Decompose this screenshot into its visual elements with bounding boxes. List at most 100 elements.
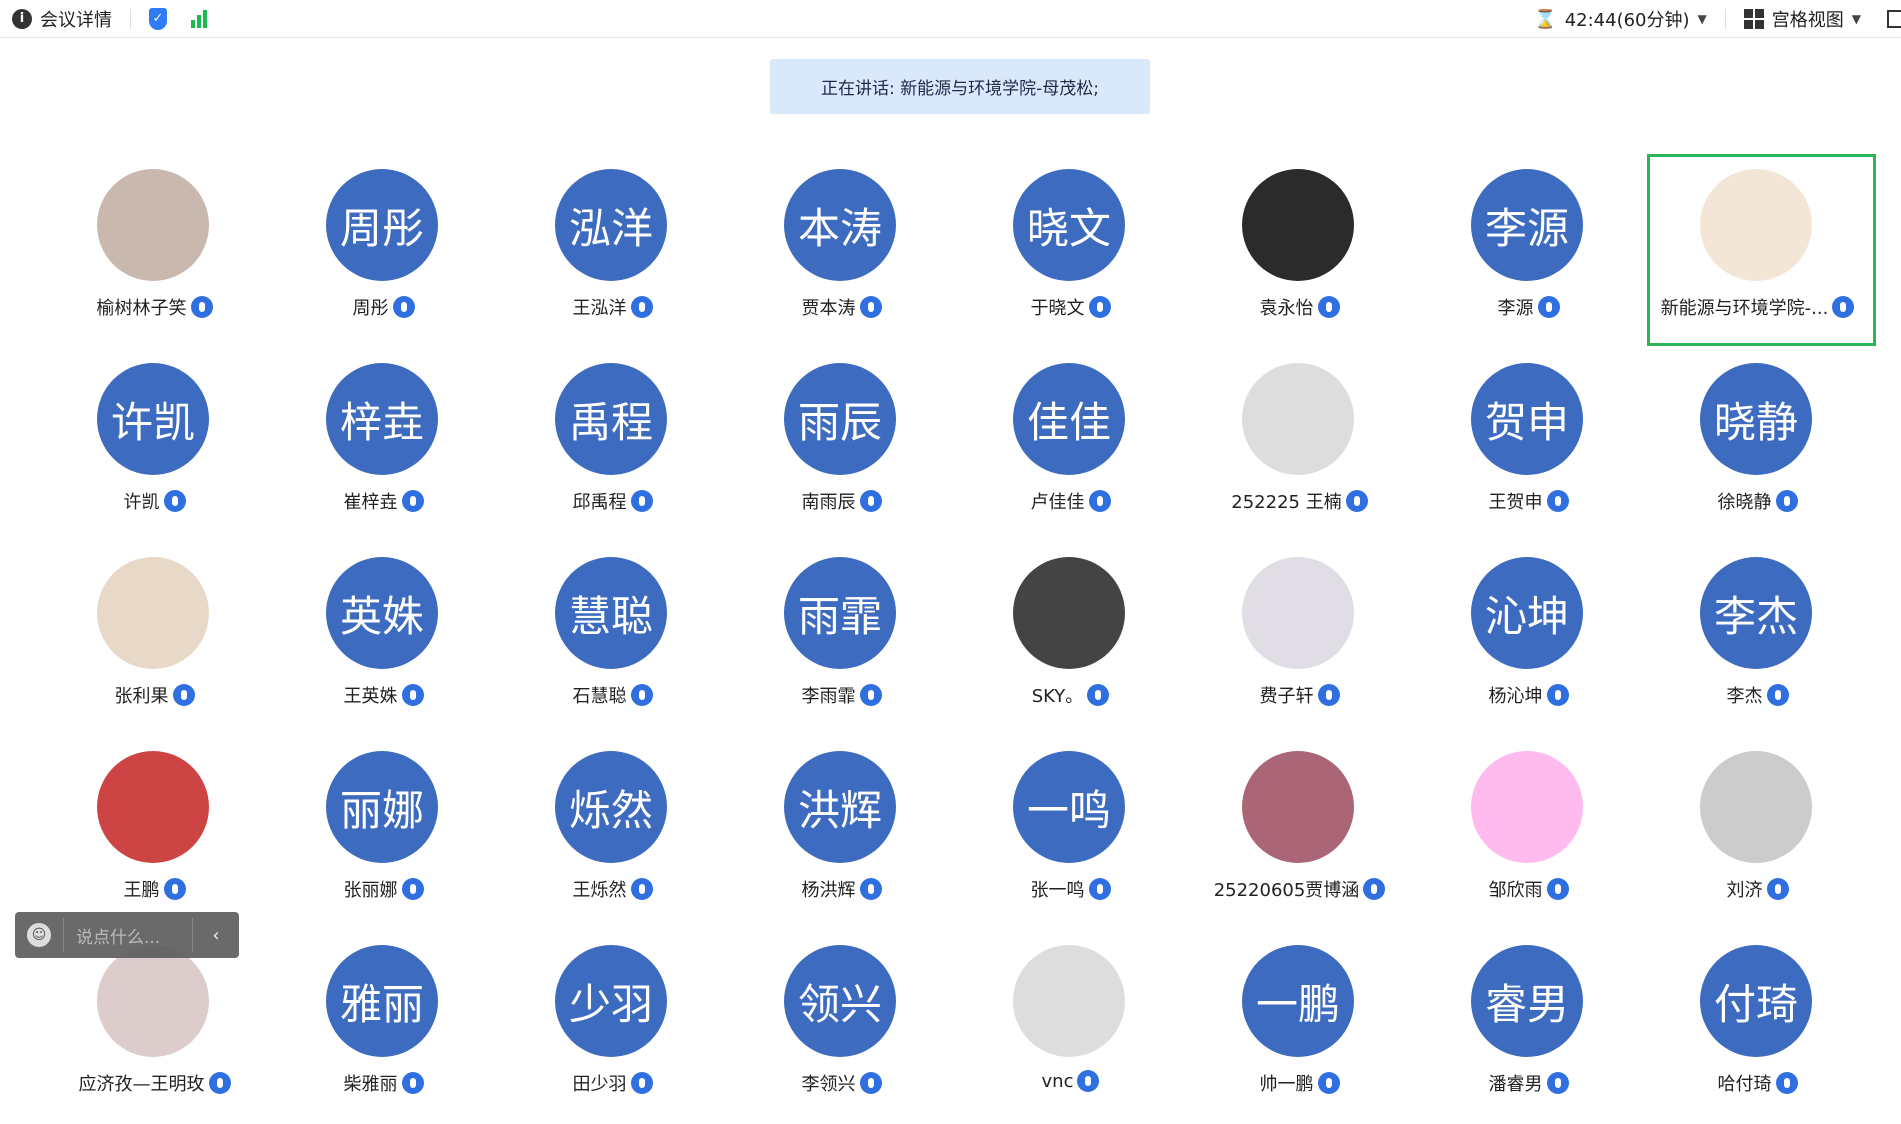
participant-tile[interactable]: 费子轩 (1185, 542, 1414, 736)
participant-tile[interactable]: 洪辉 杨洪辉 (727, 736, 956, 930)
participant-name: 李源 (1414, 294, 1643, 320)
participant-name: 王贺申 (1414, 488, 1643, 514)
participant-name: 邱禹程 (498, 488, 727, 514)
avatar (1700, 169, 1812, 281)
chevron-down-icon[interactable]: ▼ (1851, 12, 1861, 26)
participant-name-text: 邱禹程 (572, 492, 627, 513)
participant-name-text: 贾本涛 (801, 298, 856, 319)
participant-tile[interactable]: 王鹏 (40, 736, 269, 930)
participant-tile[interactable]: 梓垚 崔梓垚 (269, 348, 498, 542)
participant-tile[interactable]: 慧聪 石慧聪 (498, 542, 727, 736)
participant-tile[interactable]: 领兴 李领兴 (727, 930, 956, 1124)
participant-tile[interactable]: 榆树林子笑 (40, 154, 269, 348)
participant-tile[interactable]: 一鹏 帅一鹏 (1185, 930, 1414, 1124)
participant-tile[interactable]: 晓静 徐晓静 (1643, 348, 1872, 542)
participant-name: 崔梓垚 (269, 488, 498, 514)
participant-name-text: 于晓文 (1030, 298, 1085, 319)
participant-name: 榆树林子笑 (40, 294, 269, 320)
participant-tile[interactable]: 周彤 周彤 (269, 154, 498, 348)
participant-tile[interactable]: 睿男 潘睿男 (1414, 930, 1643, 1124)
shield-icon[interactable]: ✓ (149, 7, 167, 30)
participant-name: 王泓洋 (498, 294, 727, 320)
participant-name: 周彤 (269, 294, 498, 320)
chat-input[interactable]: 说点什么... (76, 927, 161, 948)
participant-tile[interactable]: 许凯 许凯 (40, 348, 269, 542)
participant-tile[interactable]: 本涛 贾本涛 (727, 154, 956, 348)
avatar (97, 751, 209, 863)
participant-tile[interactable]: 英姝 王英姝 (269, 542, 498, 736)
chevron-down-icon[interactable]: ▼ (1697, 12, 1707, 26)
participant-tile[interactable]: 烁然 王烁然 (498, 736, 727, 930)
participant-tile[interactable]: 付琦 哈付琦 (1643, 930, 1872, 1124)
avatar: 睿男 (1471, 945, 1583, 1057)
avatar: 沁坤 (1471, 557, 1583, 669)
emoji-icon[interactable]: ☺ (27, 923, 51, 947)
participant-name: 应济孜—王明玫 (40, 1070, 269, 1096)
participant-tile[interactable]: 李杰 李杰 (1643, 542, 1872, 736)
microphone-icon (1546, 684, 1569, 706)
participant-name-text: 南雨辰 (801, 492, 856, 513)
participant-name: 徐晓静 (1643, 488, 1872, 514)
participant-name-text: 李雨霏 (801, 686, 856, 707)
participant-tile[interactable]: 25220605贾博涵 (1185, 736, 1414, 930)
microphone-icon (630, 878, 653, 900)
participant-tile[interactable]: 少羽 田少羽 (498, 930, 727, 1124)
participant-tile[interactable]: 沁坤杨沁坤 (1414, 542, 1643, 736)
avatar (1242, 557, 1354, 669)
signal-icon[interactable] (191, 9, 207, 28)
participant-tile[interactable]: 袁永怡 (1185, 154, 1414, 348)
microphone-icon (859, 490, 882, 512)
chat-input-bar[interactable]: ☺ 说点什么... ‹ (15, 912, 239, 958)
participant-name: vnc (956, 1070, 1185, 1092)
participant-tile[interactable]: 应济孜—王明玫 (40, 930, 269, 1124)
participant-name-text: 新能源与环境学院-... (1660, 298, 1829, 319)
avatar: 许凯 (97, 363, 209, 475)
participant-name-text: 杨沁坤 (1488, 686, 1543, 707)
participant-tile[interactable]: 佳佳 卢佳佳 (956, 348, 1185, 542)
microphone-icon (401, 490, 424, 512)
participant-tile[interactable]: 雨辰 南雨辰 (727, 348, 956, 542)
timer[interactable]: 42:44(60分钟) (1564, 10, 1690, 31)
meeting-info-button[interactable]: 会议详情 (40, 9, 112, 31)
participant-tile[interactable]: 雨霏 李雨霏 (727, 542, 956, 736)
participant-name-text: 哈付琦 (1717, 1074, 1772, 1095)
participant-tile[interactable]: 刘济 (1643, 736, 1872, 930)
participant-tile[interactable]: 新能源与环境学院-... (1643, 154, 1872, 348)
microphone-icon (401, 878, 424, 900)
participant-tile[interactable]: 禹程 邱禹程 (498, 348, 727, 542)
participant-tile[interactable]: 一鸣 张一鸣 (956, 736, 1185, 930)
microphone-icon (859, 296, 882, 318)
avatar: 泓洋 (555, 169, 667, 281)
participant-tile[interactable]: 雅丽 柴雅丽 (269, 930, 498, 1124)
view-mode-button[interactable]: 宫格视图 (1771, 10, 1844, 31)
fullscreen-icon[interactable] (1887, 10, 1901, 28)
top-bar: i 会议详情 ✓ ⌛ 42:44(60分钟) ▼ 宫格视图 ▼ (0, 0, 1901, 38)
participant-name-text: 李源 (1497, 298, 1534, 319)
participant-tile[interactable]: vnc (956, 930, 1185, 1124)
participant-name: 卢佳佳 (956, 488, 1185, 514)
avatar (1242, 169, 1354, 281)
participant-tile[interactable]: 李源 李源 (1414, 154, 1643, 348)
participant-tile[interactable]: 丽娜 张丽娜 (269, 736, 498, 930)
avatar: 雅丽 (326, 945, 438, 1057)
avatar: 一鸣 (1013, 751, 1125, 863)
participant-tile[interactable]: 贺申 王贺申 (1414, 348, 1643, 542)
info-icon[interactable]: i (12, 8, 32, 29)
participant-tile[interactable]: 邹欣雨 (1414, 736, 1643, 930)
participant-name-text: 石慧聪 (572, 686, 627, 707)
avatar: 洪辉 (784, 751, 896, 863)
participant-tile[interactable]: 晓文 于晓文 (956, 154, 1185, 348)
microphone-icon (1546, 490, 1569, 512)
participant-name-text: 王鹏 (123, 880, 160, 901)
participant-tile[interactable]: 泓洋 王泓洋 (498, 154, 727, 348)
avatar (97, 169, 209, 281)
participant-name: 帅一鹏 (1185, 1070, 1414, 1096)
collapse-chevron-icon[interactable]: ‹ (212, 924, 220, 946)
microphone-icon (1766, 684, 1789, 706)
participant-name-text: 刘济 (1726, 880, 1763, 901)
participant-tile[interactable]: SKY。 (956, 542, 1185, 736)
microphone-icon (1363, 878, 1386, 900)
participant-tile[interactable]: 252225 王楠 (1185, 348, 1414, 542)
participant-name: 张利果 (40, 682, 269, 708)
participant-tile[interactable]: 张利果 (40, 542, 269, 736)
